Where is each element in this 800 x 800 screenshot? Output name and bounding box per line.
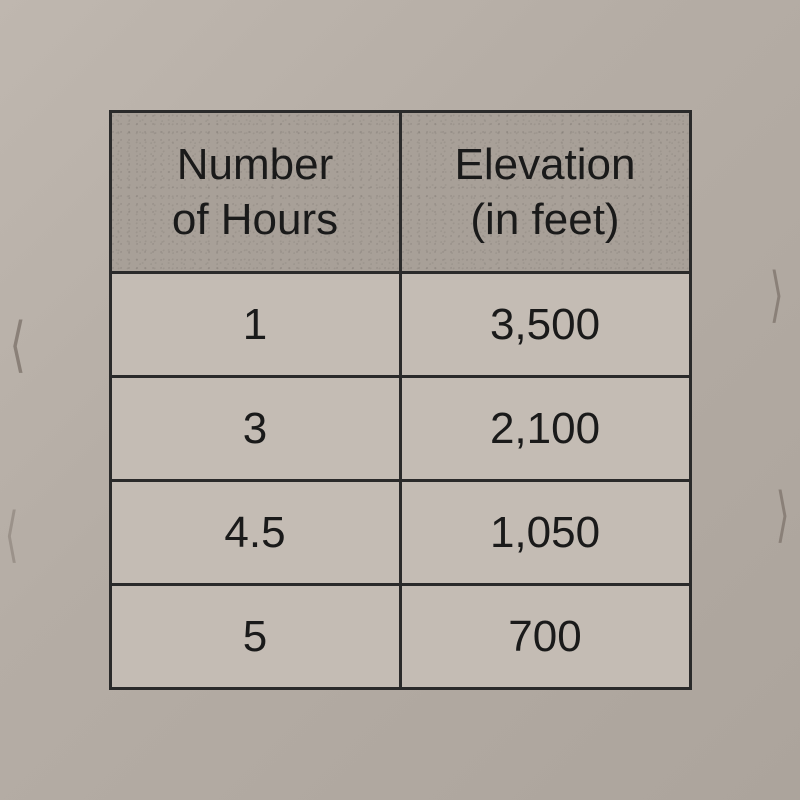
table-container: Number of Hours Elevation (in feet) 1 3,…	[109, 110, 692, 690]
pencil-mark-left: ⟨	[10, 310, 26, 380]
cell-elevation: 700	[400, 585, 690, 689]
pencil-mark-right-bottom: ⟩	[775, 480, 789, 550]
cell-hours: 4.5	[110, 481, 400, 585]
cell-elevation: 1,050	[400, 481, 690, 585]
column-header-hours: Number of Hours	[110, 112, 400, 273]
header-text: of Hours	[172, 195, 338, 244]
elevation-table: Number of Hours Elevation (in feet) 1 3,…	[109, 110, 692, 690]
cell-hours: 1	[110, 273, 400, 377]
column-header-elevation: Elevation (in feet)	[400, 112, 690, 273]
table-row: 4.5 1,050	[110, 481, 690, 585]
table-row: 5 700	[110, 585, 690, 689]
pencil-mark-right-top: ⟩	[769, 260, 783, 330]
table-header-row: Number of Hours Elevation (in feet)	[110, 112, 690, 273]
pencil-mark-bottom-left: ⟨	[5, 500, 19, 570]
cell-hours: 5	[110, 585, 400, 689]
table-row: 3 2,100	[110, 377, 690, 481]
cell-elevation: 2,100	[400, 377, 690, 481]
header-text: Number	[177, 140, 334, 189]
header-text: (in feet)	[470, 195, 619, 244]
header-text: Elevation	[454, 140, 635, 189]
table-row: 1 3,500	[110, 273, 690, 377]
cell-elevation: 3,500	[400, 273, 690, 377]
cell-hours: 3	[110, 377, 400, 481]
